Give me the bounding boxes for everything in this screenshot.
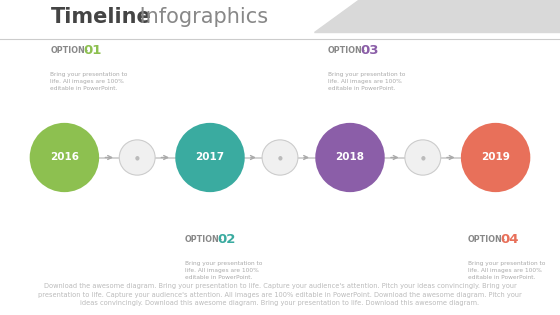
Text: OPTION-: OPTION- xyxy=(468,235,506,244)
Text: ●: ● xyxy=(135,155,139,160)
Ellipse shape xyxy=(119,140,155,175)
Text: 01: 01 xyxy=(83,44,101,57)
Text: 2018: 2018 xyxy=(335,152,365,163)
Text: 2016: 2016 xyxy=(50,152,79,163)
Text: Bring your presentation to
life. All images are 100%
editable in PowerPoint.: Bring your presentation to life. All ima… xyxy=(185,261,262,280)
Ellipse shape xyxy=(262,140,298,175)
Text: 02: 02 xyxy=(217,233,236,246)
Ellipse shape xyxy=(30,123,99,192)
Text: 03: 03 xyxy=(360,44,379,57)
Text: OPTION-: OPTION- xyxy=(50,46,88,55)
Text: 2019: 2019 xyxy=(481,152,510,163)
Text: Infographics: Infographics xyxy=(133,7,268,27)
Text: Bring your presentation to
life. All images are 100%
editable in PowerPoint.: Bring your presentation to life. All ima… xyxy=(468,261,545,280)
Text: Bring your presentation to
life. All images are 100%
editable in PowerPoint.: Bring your presentation to life. All ima… xyxy=(328,72,405,91)
Text: 04: 04 xyxy=(500,233,519,246)
Text: ●: ● xyxy=(421,155,425,160)
Text: Download the awesome diagram. Bring your presentation to life. Capture your audi: Download the awesome diagram. Bring your… xyxy=(38,283,522,306)
Ellipse shape xyxy=(405,140,441,175)
Ellipse shape xyxy=(315,123,385,192)
Text: OPTION-: OPTION- xyxy=(185,235,223,244)
Text: Bring your presentation to
life. All images are 100%
editable in PowerPoint.: Bring your presentation to life. All ima… xyxy=(50,72,128,91)
Text: OPTION-: OPTION- xyxy=(328,46,366,55)
Text: ●: ● xyxy=(278,155,282,160)
Text: 2017: 2017 xyxy=(195,152,225,163)
Ellipse shape xyxy=(175,123,245,192)
Text: Timeline: Timeline xyxy=(50,7,151,27)
Polygon shape xyxy=(314,0,560,32)
Ellipse shape xyxy=(461,123,530,192)
